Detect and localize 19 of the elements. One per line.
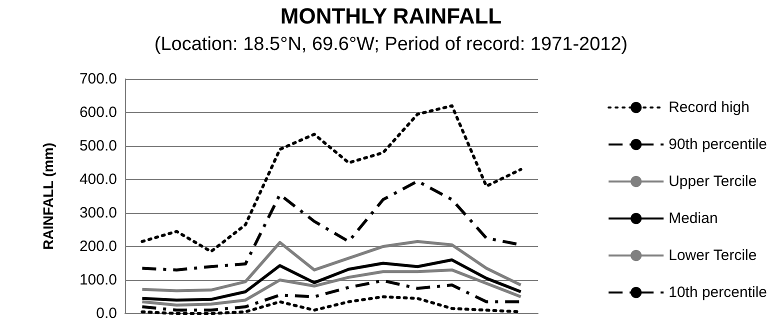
legend-label: Record high — [668, 99, 750, 116]
y-tick-label: 300.0 — [79, 204, 117, 222]
y-tick-label: 500.0 — [79, 138, 117, 154]
y-tick-label: 0.0 — [96, 305, 117, 321]
legend-label: Median — [668, 210, 718, 227]
chart-title: MONTHLY RAINFALL — [280, 4, 502, 28]
y-tick-label: 700.0 — [79, 70, 117, 88]
legend-label: Lower Tercile — [668, 247, 757, 264]
legend-label: 10th percentile — [668, 284, 768, 301]
y-tick-label: 100.0 — [79, 272, 117, 288]
chart-subtitle: (Location: 18.5°N, 69.6°W; Period of record: 1971-2012) — [154, 34, 628, 55]
legend-label: 90th percentile — [668, 136, 768, 153]
y-tick-label: 200.0 — [79, 238, 117, 255]
line-series — [140, 258, 522, 302]
y-axis-title: RAINFALL (mm) — [40, 142, 56, 250]
line-series — [140, 104, 522, 254]
y-tick-label: 600.0 — [79, 104, 117, 121]
legend-label: Upper Tercile — [668, 173, 757, 190]
y-tick-label: 400.0 — [79, 171, 117, 188]
